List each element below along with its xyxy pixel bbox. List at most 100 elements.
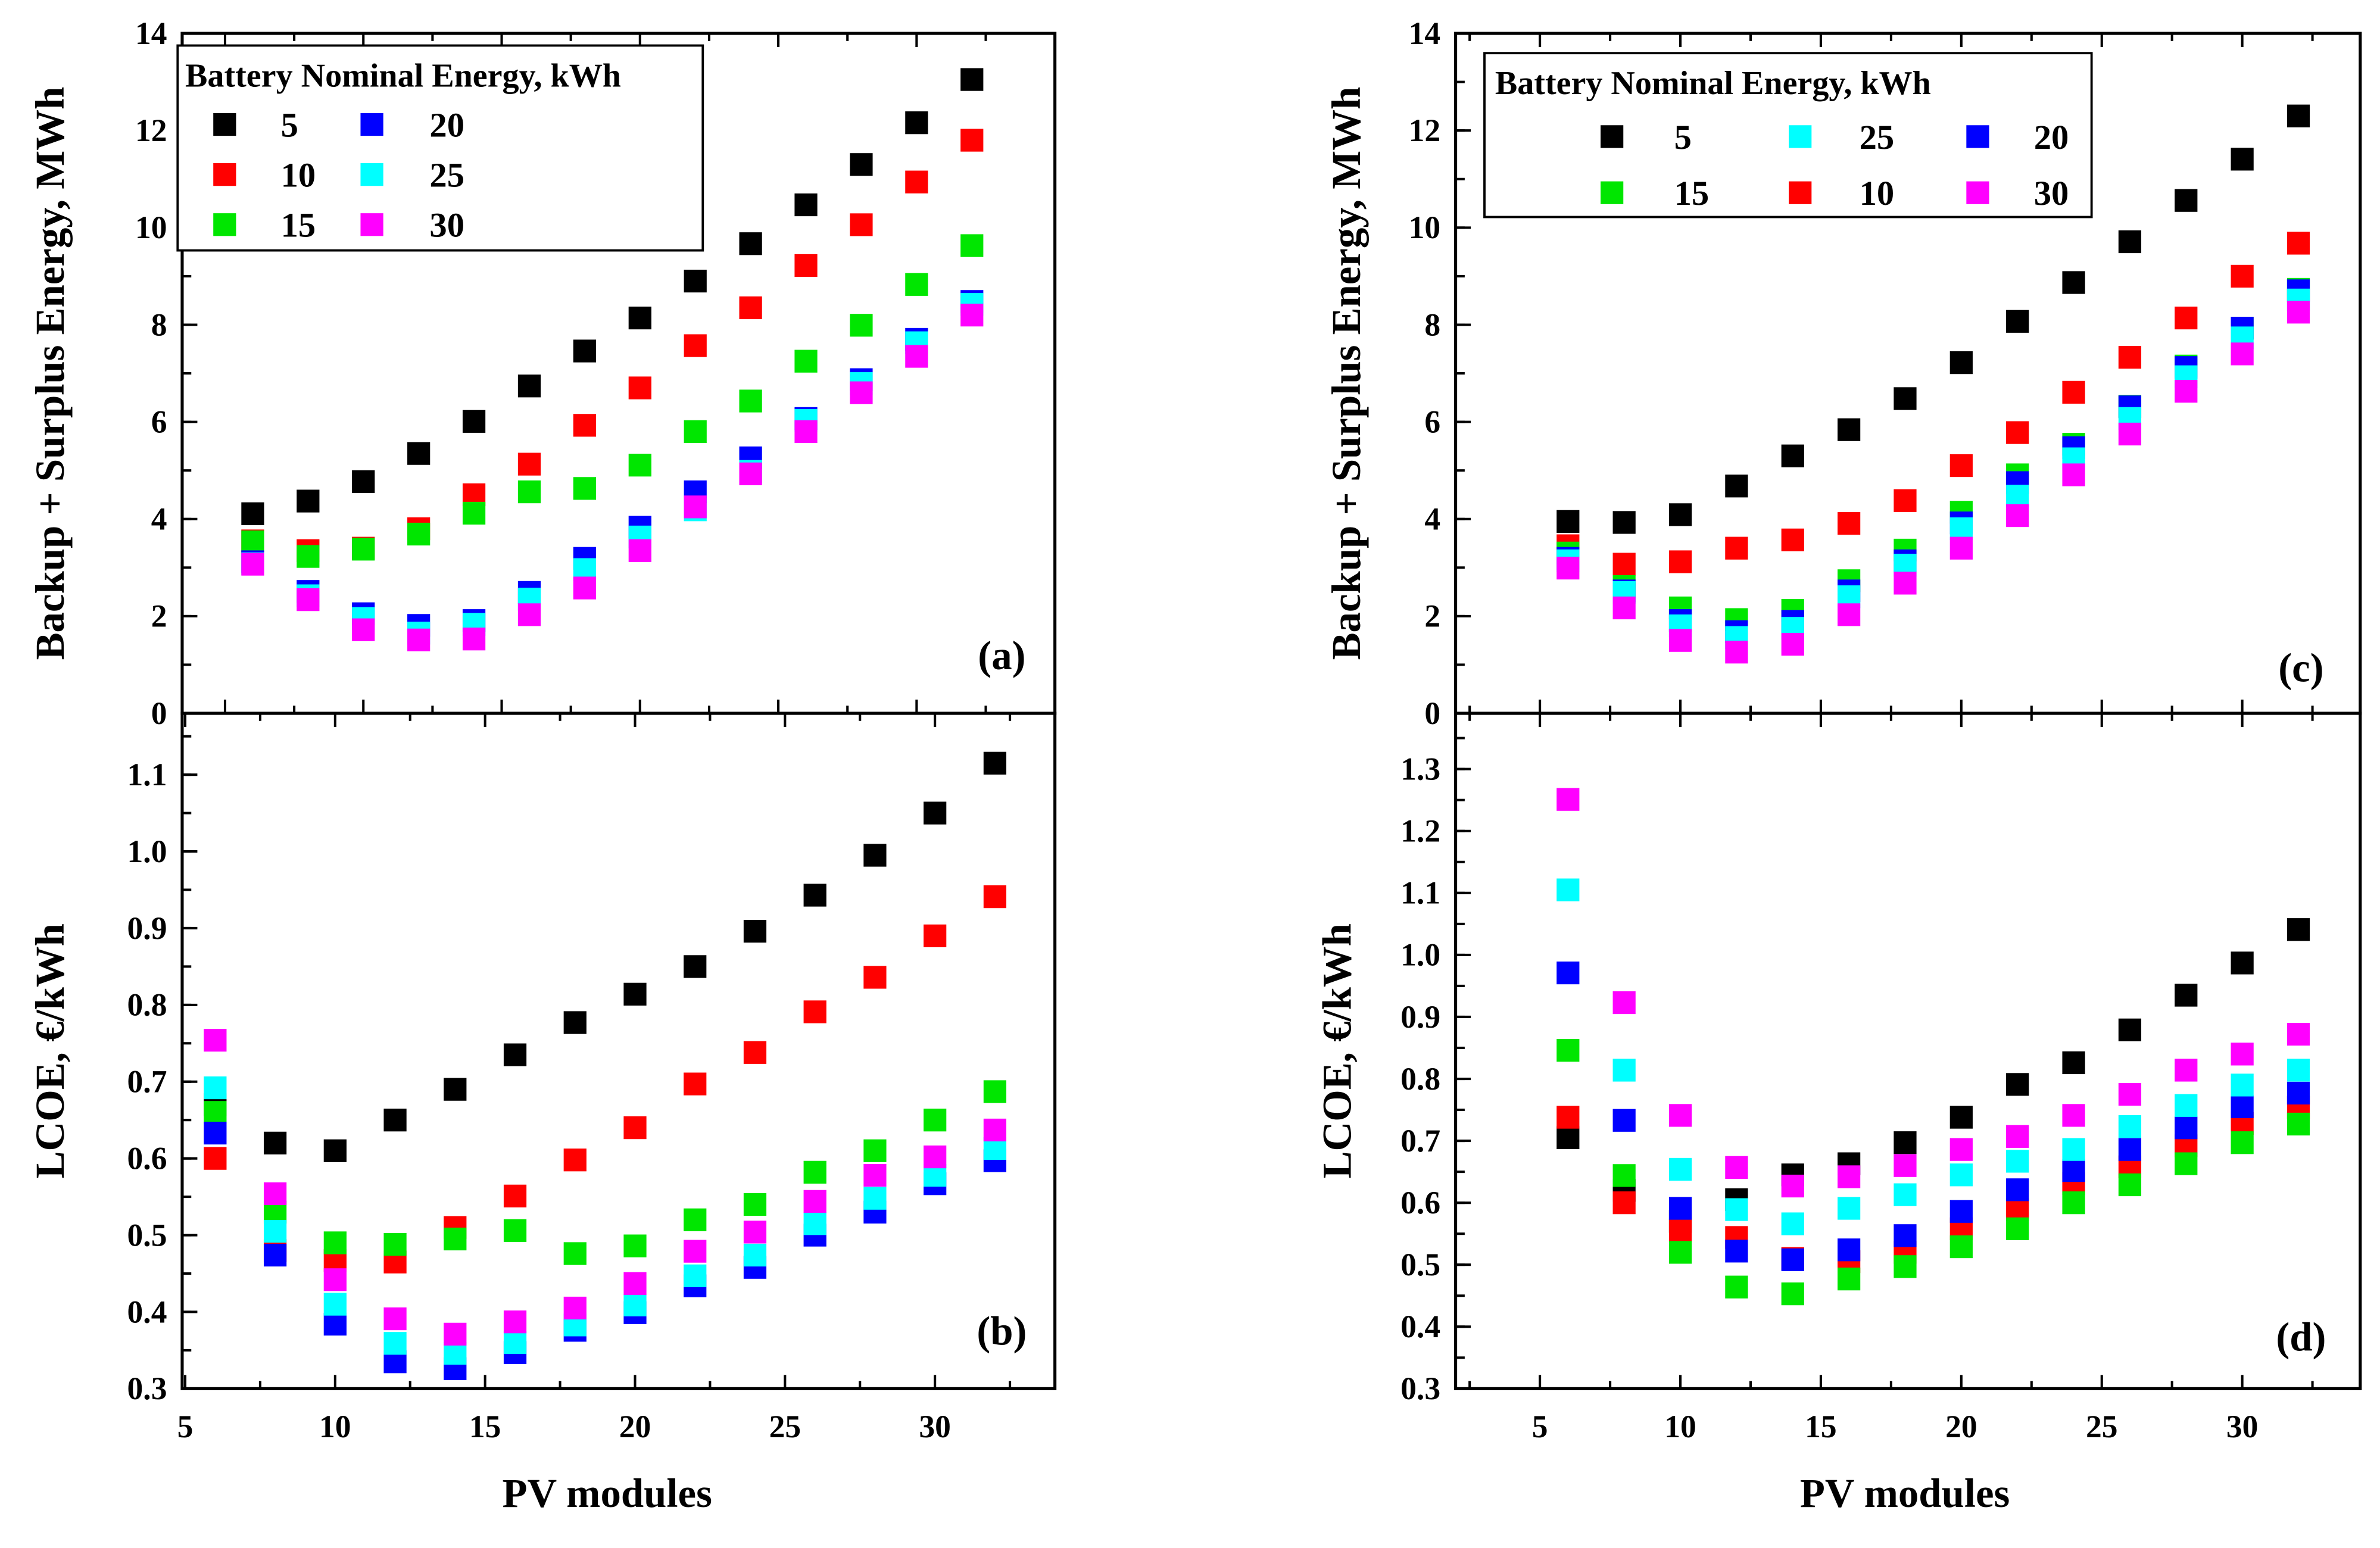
plot-frame (180, 711, 1057, 1390)
data-point (1556, 1126, 1580, 1150)
data-point (1612, 596, 1636, 620)
data-point (960, 234, 984, 257)
data-point (444, 1322, 467, 1346)
y-tick-label: 6 (1424, 404, 1440, 439)
x-tick-label: 25 (769, 1409, 801, 1444)
legend-item: 5 (1601, 118, 1692, 157)
data-point (1668, 1157, 1692, 1181)
data-point (1837, 1165, 1861, 1188)
data-point (2175, 984, 2198, 1007)
data-point (743, 1193, 767, 1216)
data-point (1668, 550, 1692, 573)
data-point (1949, 1163, 1973, 1187)
data-point (1781, 444, 1804, 467)
data-point (1612, 991, 1636, 1015)
y-tick-label: 2 (1424, 598, 1440, 634)
data-point (1725, 1275, 1748, 1299)
y-tick-label: 0.3 (127, 1371, 167, 1406)
data-point (623, 1272, 647, 1295)
data-point (2287, 918, 2310, 941)
data-point (563, 1148, 587, 1172)
data-point (1949, 454, 1973, 477)
data-point (850, 213, 873, 236)
data-point (924, 1109, 947, 1132)
series-15-kwh (241, 234, 984, 568)
legend-marker (213, 113, 236, 136)
data-point (684, 420, 707, 444)
data-point (462, 501, 486, 525)
series-5-kwh (241, 68, 984, 525)
data-point (2118, 1115, 2142, 1138)
data-point (241, 553, 264, 576)
data-point (684, 269, 707, 293)
data-point (924, 801, 947, 825)
data-point (628, 376, 651, 400)
panel-b: 5 10 15 20 25 30 0.3 0.4 0.5 0.6 0.7 0.8 0.9 1.0 1.1 LC… (27, 711, 1057, 1516)
data-point (1725, 1198, 1748, 1221)
data-point (850, 314, 873, 337)
data-point (850, 153, 873, 176)
y-tick-label: 14 (135, 15, 167, 51)
data-point (503, 1331, 527, 1354)
data-point (1894, 1131, 1917, 1154)
data-point (204, 1122, 227, 1145)
data-point (739, 232, 762, 255)
data-point (1949, 1106, 1973, 1129)
data-point (1668, 629, 1692, 652)
data-point (739, 389, 762, 413)
legend: Battery Nominal Energy, kWh 5 10 15 20 25 30 (176, 44, 704, 252)
y-tick-label: 0.5 (127, 1217, 167, 1253)
data-point (444, 1341, 467, 1365)
x-tick-label: 15 (469, 1409, 501, 1444)
x-tick-label: 30 (919, 1409, 951, 1444)
x-tick-label: 10 (1664, 1409, 1696, 1444)
data-point (2287, 1022, 2310, 1046)
legend-marker (1966, 125, 1989, 148)
series-20-kwh (241, 290, 984, 637)
data-point (407, 628, 431, 651)
data-point (983, 1080, 1007, 1103)
series-20-kwh (1556, 279, 2310, 644)
data-point (1949, 1200, 1973, 1223)
legend-item: 30 (360, 206, 464, 245)
data-point (1949, 1138, 1973, 1161)
data-point (905, 111, 928, 135)
data-point (863, 966, 887, 989)
x-tick-label: 10 (319, 1409, 351, 1444)
legend-marker (360, 163, 383, 186)
data-point (1894, 1154, 1917, 1177)
data-point (263, 1219, 287, 1243)
data-point (573, 414, 597, 437)
data-point (1725, 1240, 1748, 1263)
data-point (2118, 346, 2142, 369)
data-point (573, 339, 597, 363)
series-5-kwh (1556, 104, 2310, 534)
data-point (503, 1219, 527, 1242)
data-point (739, 462, 762, 486)
legend-marker (1601, 125, 1624, 148)
legend-label: 25 (1860, 118, 1895, 157)
legend-item: 20 (360, 105, 464, 144)
x-tick-label: 5 (177, 1409, 194, 1444)
data-point (2062, 1191, 2085, 1215)
data-point (204, 1147, 227, 1170)
data-point (2006, 1198, 2029, 1221)
data-point (563, 1296, 587, 1320)
data-point (383, 1109, 407, 1132)
data-point (1781, 1282, 1804, 1306)
data-point (2118, 1018, 2142, 1041)
data-point (684, 1208, 707, 1231)
data-point (407, 442, 431, 465)
data-point (2231, 951, 2254, 975)
data-point (2231, 1095, 2254, 1118)
data-point (2062, 463, 2085, 486)
series-5-kwh (204, 751, 1007, 1162)
y-tick-label: 0.3 (1400, 1371, 1440, 1406)
y-tick-label: 12 (1409, 113, 1441, 148)
data-point (323, 1268, 347, 1291)
data-point (924, 1145, 947, 1169)
legend-item: 15 (1601, 174, 1709, 213)
data-point (623, 1293, 647, 1316)
data-point (563, 1242, 587, 1265)
data-point (1725, 536, 1748, 560)
